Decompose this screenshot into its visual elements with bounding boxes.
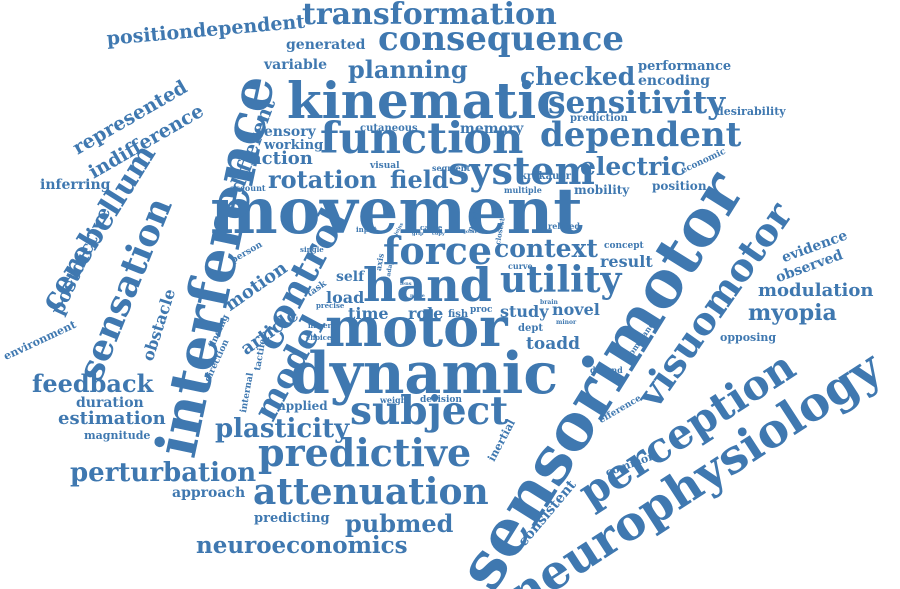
word-proc: proc xyxy=(470,305,493,315)
word-planning: planning xyxy=(348,55,468,84)
word-magnitude: magnitude xyxy=(84,429,151,442)
word-applied: applied xyxy=(278,399,328,413)
word-time: time xyxy=(348,304,389,323)
word-lens: lens xyxy=(400,281,412,287)
word-rotation: rotation xyxy=(268,165,377,194)
word-multiple: multiple xyxy=(504,185,542,195)
word-sensory: sensory xyxy=(256,124,316,140)
word-system: system xyxy=(448,148,595,193)
word-plasticity: plasticity xyxy=(215,414,350,444)
word-dependent: dependent xyxy=(540,115,742,155)
word-role: role xyxy=(408,304,444,323)
word-context: context xyxy=(494,234,598,263)
word-noise: noise xyxy=(410,293,425,299)
word-account: account xyxy=(230,183,266,193)
word-predictive: predictive xyxy=(258,430,472,475)
word-environment: environment xyxy=(1,317,79,363)
word-axis: axis xyxy=(373,252,386,272)
word-cause: cause xyxy=(420,223,443,232)
word-action: action xyxy=(250,148,313,169)
word-visual: visual xyxy=(370,161,400,171)
word-perturbation: perturbation xyxy=(70,458,257,488)
word-transformation: transformation xyxy=(302,0,557,32)
word-related: related xyxy=(548,221,580,231)
word-copy: copy xyxy=(432,231,445,237)
word-choice: choice xyxy=(306,333,332,342)
word-generated: generated xyxy=(286,37,366,53)
word-result: result xyxy=(600,252,653,271)
word-modulation: modulation xyxy=(758,280,874,301)
word-subject: subject xyxy=(350,388,509,434)
word-kinematic: kinematic xyxy=(287,71,567,130)
word-inferring: inferring xyxy=(40,177,111,193)
word-load: load xyxy=(326,288,365,307)
word-feedback: feedback xyxy=(32,369,154,398)
word-working: working xyxy=(264,138,324,153)
word-self: self xyxy=(336,269,365,285)
word-myopia: myopia xyxy=(748,300,837,326)
word-dept: dept xyxy=(518,323,543,334)
word-function: function xyxy=(320,114,524,164)
word-opposing: opposing xyxy=(720,331,777,344)
word-position: position xyxy=(652,179,707,193)
word-precise: precise xyxy=(316,301,345,310)
word-weight: weight xyxy=(380,395,411,405)
word-force: force xyxy=(383,228,493,273)
word-neuroeconomics: neuroeconomics xyxy=(196,532,408,559)
word-predicting: predicting xyxy=(254,511,330,526)
word-electric: electric xyxy=(580,152,686,181)
word-estimation: estimation xyxy=(58,408,166,429)
word-decision: decision xyxy=(420,395,462,405)
word-variable: variable xyxy=(264,57,327,73)
word-minor: minor xyxy=(556,319,577,326)
word-brain: brain xyxy=(540,299,558,306)
word-motor: motor xyxy=(325,295,508,359)
word-desirability: desirability xyxy=(716,105,786,118)
word-positiondependent: positiondependent xyxy=(105,10,306,50)
word-duration: duration xyxy=(76,395,144,411)
word-finger: finger xyxy=(308,321,332,330)
word-attenuation: attenuation xyxy=(253,471,489,513)
word-concept: concept xyxy=(604,241,644,251)
word-toadd: toadd xyxy=(526,334,580,354)
word-grip: grip xyxy=(412,231,424,237)
word-segment: segment xyxy=(432,163,471,173)
word-approach: approach xyxy=(172,485,246,501)
word-consequence: consequence xyxy=(378,19,625,59)
word-mobility: mobility xyxy=(574,183,630,197)
word-curve: curve xyxy=(508,261,533,271)
word-krakauer: krakauer xyxy=(520,171,571,182)
word-single: single xyxy=(300,245,324,254)
word-sensitivity: sensitivity xyxy=(548,85,726,121)
word-input: input xyxy=(356,225,377,234)
word-cutaneous: cutaneous xyxy=(360,123,418,134)
word-utility: utility xyxy=(500,259,622,301)
word-fish: fish xyxy=(448,309,469,320)
word-hand: hand xyxy=(363,258,492,312)
word-performance: performance xyxy=(638,59,732,74)
word-joint: joint xyxy=(464,229,477,235)
word-study: study xyxy=(500,302,549,321)
word-novel: novel xyxy=(552,300,600,319)
word-memory: memory xyxy=(460,121,524,137)
word-pubmed: pubmed xyxy=(345,509,454,538)
word-prediction: prediction xyxy=(570,113,628,124)
word-encoding: encoding xyxy=(638,73,711,89)
word-depend: depend xyxy=(590,365,623,375)
word-checked: checked xyxy=(520,62,636,91)
word-dynamic: dynamic xyxy=(290,340,559,407)
word-movement: movement xyxy=(210,174,583,249)
word-field: field xyxy=(390,165,449,194)
